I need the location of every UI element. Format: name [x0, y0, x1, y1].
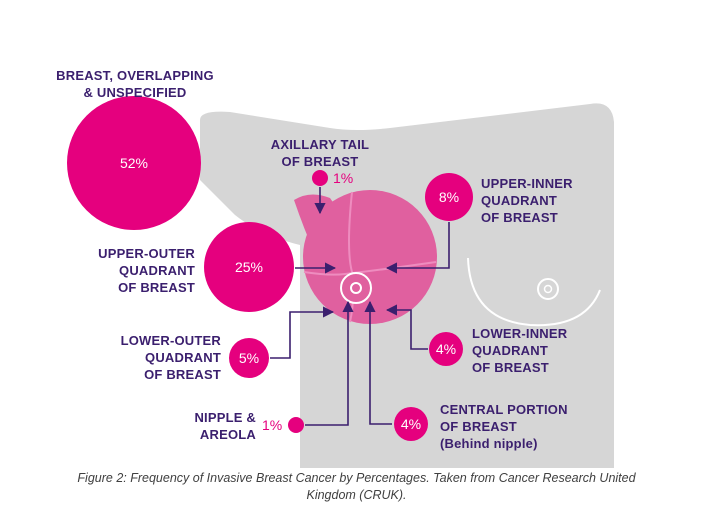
arrow-lower-inner [385, 304, 428, 350]
arrow-central [364, 300, 392, 425]
label-central: CENTRAL PORTION OF BREAST (Behind nipple… [440, 402, 568, 451]
bubble-lower-inner [429, 332, 463, 366]
percent-axillary: 1% [333, 170, 354, 186]
percent-lower-outer: 5% [238, 350, 260, 366]
figure-caption: Figure 2: Frequency of Invasive Breast C… [40, 470, 673, 504]
breast-shape [303, 190, 437, 324]
percent-lower-inner: 4% [435, 341, 457, 357]
percent-upper-inner: 8% [438, 189, 460, 205]
label-upper-outer: UPPER-OUTER QUADRANT OF BREAST [98, 246, 195, 295]
bubble-overlapping [67, 96, 201, 230]
right-breast-outline [467, 257, 601, 327]
right-nipple [537, 278, 559, 300]
label-axillary: AXILLARY TAIL OF BREAST [270, 137, 370, 169]
label-upper-inner: UPPER-INNER QUADRANT OF BREAST [481, 176, 573, 225]
bubble-nipple [288, 417, 304, 433]
label-lower-outer: LOWER-OUTER QUADRANT OF BREAST [120, 333, 221, 382]
arrow-nipple [305, 300, 354, 426]
bubble-upper-inner [425, 173, 473, 221]
caption-line-2: Kingdom (CRUK). [306, 488, 407, 502]
percent-nipple: 1% [262, 417, 283, 433]
bubble-upper-outer [204, 222, 294, 312]
areola-shape [340, 272, 372, 304]
bubble-axillary [312, 170, 328, 186]
caption-line-1: Figure 2: Frequency of Invasive Breast C… [77, 471, 636, 485]
percent-overlapping: 52% [119, 155, 149, 171]
arrow-lower-outer [270, 306, 335, 359]
label-lower-inner: LOWER-INNER QUADRANT OF BREAST [472, 326, 568, 375]
bubble-central [394, 407, 428, 441]
arrow-upper-inner [385, 222, 450, 274]
percent-upper-outer: 25% [234, 259, 264, 275]
label-nipple: NIPPLE & AREOLA [194, 410, 256, 442]
percent-central: 4% [400, 416, 422, 432]
label-overlapping: BREAST, OVERLAPPING & UNSPECIFIED [56, 68, 214, 100]
bubble-lower-outer [229, 338, 269, 378]
